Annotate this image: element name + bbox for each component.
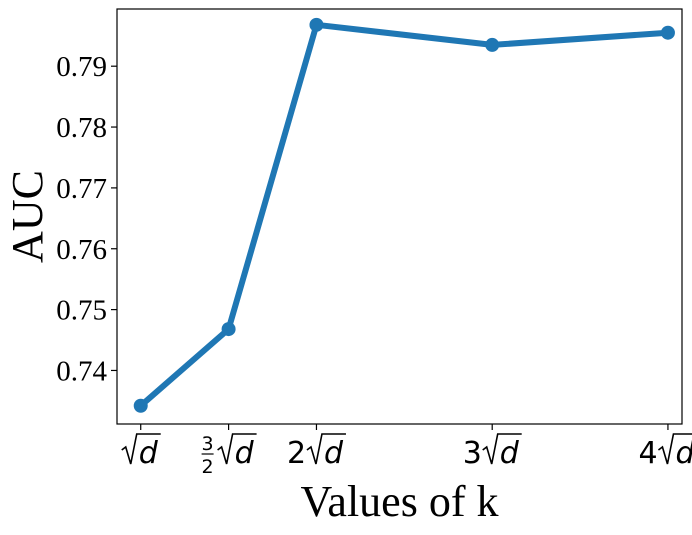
y-tick-label: 0.77 xyxy=(56,173,107,205)
data-point xyxy=(309,17,324,32)
y-axis-ticks: 0.74 0.75 0.76 0.77 0.78 0.79 xyxy=(56,51,117,387)
x-tick-fraction-denominator: 2 xyxy=(202,456,214,478)
y-tick-label: 0.78 xyxy=(56,112,107,144)
x-tick-coefficient: 2 xyxy=(287,436,306,471)
x-tick-radicand: d xyxy=(235,436,255,471)
data-point xyxy=(485,37,500,52)
x-tick-coefficient: 3 xyxy=(463,436,482,471)
x-tick-radicand: d xyxy=(324,436,344,471)
sqrt-radical xyxy=(306,433,346,465)
y-tick-label: 0.75 xyxy=(56,295,107,327)
sqrt-radical xyxy=(657,433,692,465)
plot-frame xyxy=(116,8,683,425)
x-tick-label: 32 d xyxy=(202,433,257,478)
x-tick-radicand: d xyxy=(675,436,692,471)
series-layer xyxy=(133,17,675,413)
x-tick-label: d xyxy=(121,433,161,471)
data-point xyxy=(660,25,675,40)
sqrt-radical xyxy=(217,433,257,465)
y-tick-label: 0.79 xyxy=(56,51,107,83)
x-tick-label: 4d xyxy=(638,433,692,471)
y-axis-title: AUC xyxy=(3,170,52,263)
x-tick-radicand: d xyxy=(139,436,159,471)
x-axis-ticks: d32d2d3d4d xyxy=(121,424,692,478)
x-tick-radicand: d xyxy=(500,436,520,471)
sqrt-radical xyxy=(482,433,522,465)
x-axis-title: Values of k xyxy=(301,477,499,526)
y-tick-label: 0.76 xyxy=(56,234,107,266)
data-point xyxy=(133,398,148,413)
y-tick-label: 0.74 xyxy=(56,355,107,387)
series-line xyxy=(137,21,671,409)
sqrt-radical xyxy=(121,433,161,465)
x-tick-fraction-numerator: 3 xyxy=(202,433,214,455)
data-point xyxy=(221,322,236,337)
x-tick-coefficient: 4 xyxy=(638,436,657,471)
